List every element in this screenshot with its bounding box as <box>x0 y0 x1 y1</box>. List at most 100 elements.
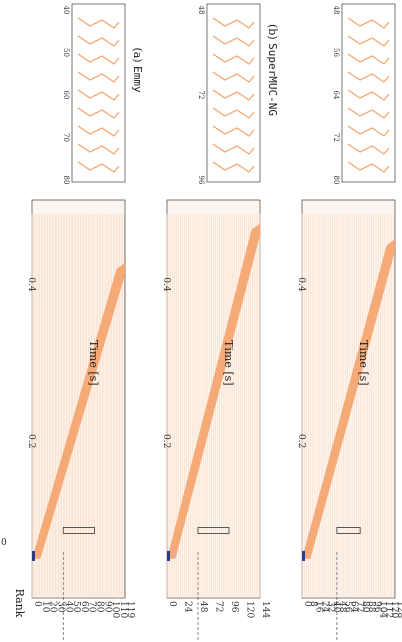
partial-left-label: 0 <box>1 538 7 548</box>
rank-tick-label: 144 <box>260 601 270 618</box>
rank-tick-label: 100 <box>110 601 120 618</box>
rank-tick-label: 56 <box>343 601 353 613</box>
zoom-tick-label: 48 <box>197 6 205 15</box>
zoom-inset <box>206 3 261 183</box>
rank-tick-label: 80 <box>95 601 105 613</box>
rank-tick-label: 110 <box>118 601 128 618</box>
rank-tick-label: 30 <box>55 601 65 613</box>
rank-tick-label: 72 <box>214 601 224 612</box>
time-tick-label: 0.4 <box>296 277 306 292</box>
panel-1: 0 24 48 72 96 120 144 0.2 0.4 Time [s] 48 72 96 (b) S… <box>161 3 279 640</box>
zoom-trace <box>212 17 255 29</box>
rank-tick-label: 119 <box>125 601 135 618</box>
zoom-tick-label: 64 <box>332 91 340 100</box>
zoom-tick-label: 72 <box>332 133 340 142</box>
time-tick-label: 0.2 <box>296 434 306 448</box>
time-tick-label: 0.4 <box>26 277 36 292</box>
caption-name: Emmy <box>131 66 144 93</box>
time-tick-label: 0.2 <box>26 434 36 448</box>
zoom-trace <box>212 125 255 137</box>
time-tick-label: 0.2 <box>161 434 171 448</box>
zoom-trace <box>212 89 255 101</box>
rank-tick-label: 104 <box>378 601 388 618</box>
rank-tick-label: 24 <box>319 601 329 613</box>
zoom-tick-label: 72 <box>197 91 205 100</box>
zoom-trace <box>212 35 255 47</box>
rank-tick-label: 0 <box>32 601 42 607</box>
time-axis-label: Time [s] <box>222 340 235 386</box>
rank-tick-label: 10 <box>40 601 50 613</box>
zoom-trace <box>77 161 120 173</box>
wave-band <box>167 223 260 559</box>
zoom-trace <box>77 17 120 29</box>
zoom-trace <box>347 125 390 137</box>
zoom-tick-label: 48 <box>332 6 340 15</box>
time-tick-label: 0.4 <box>161 277 171 292</box>
rank-tick-label: 120 <box>245 601 255 618</box>
zoom-tick-label: 50 <box>62 48 70 57</box>
rank-tick-label: 90 <box>102 601 112 613</box>
rank-tick-label: 88 <box>366 601 376 613</box>
rank-tick-label: 70 <box>87 601 97 613</box>
rank-tick-label: 120 <box>389 601 399 618</box>
zoom-trace <box>212 107 255 119</box>
rank-tick-label: 72 <box>354 601 364 612</box>
rank-tick-label: 64 <box>349 601 359 613</box>
zoom-trace <box>347 17 390 29</box>
zoom-box <box>197 527 230 534</box>
rank-tick-label: 48 <box>198 601 208 613</box>
zoom-tick-label: 80 <box>332 176 340 185</box>
rank-tick-label: 96 <box>372 601 382 613</box>
zoom-box <box>62 527 95 534</box>
zoom-trace <box>77 125 120 137</box>
wave-band <box>302 239 395 559</box>
rank-tick-label: 0 <box>302 601 312 607</box>
caption-prefix: (a) <box>131 47 144 66</box>
start-marker <box>167 550 170 561</box>
start-marker <box>302 550 305 561</box>
panel-2: 0816243240485664728088961041121201280.20… <box>296 3 402 640</box>
panel-caption: (b) SuperMUC-NG <box>266 24 279 116</box>
zoom-trace <box>347 89 390 101</box>
zoom-tick-label: 60 <box>62 91 70 100</box>
zoom-trace <box>77 53 120 65</box>
zoom-trace <box>77 71 120 83</box>
rank-tick-label: 16 <box>314 601 324 613</box>
rank-tick-label: 40 <box>63 601 73 613</box>
zoom-trace <box>212 143 255 155</box>
rank-tick-label: 112 <box>383 601 393 618</box>
zoom-trace <box>77 143 120 155</box>
rank-axis-label: Rank <box>13 589 26 618</box>
zoom-trace <box>77 107 120 119</box>
caption-name: SuperMUC-NG <box>266 43 279 116</box>
wave-band <box>32 262 125 559</box>
rank-tick-label: 48 <box>337 601 347 613</box>
start-marker <box>32 550 35 561</box>
caption-prefix: (b) <box>266 24 279 43</box>
rank-tick-label: 20 <box>48 601 58 613</box>
rank-tick-label: 24 <box>183 601 193 613</box>
rank-tick-label: 0 <box>167 601 177 607</box>
zoom-trace <box>212 71 255 83</box>
rank-tick-label: 50 <box>71 601 81 613</box>
zoom-inset <box>71 3 126 183</box>
zoom-trace <box>347 53 390 65</box>
zoom-box <box>336 527 361 534</box>
zoom-trace <box>77 35 120 47</box>
zoom-trace <box>77 89 120 101</box>
panel-caption: (a) Emmy <box>131 47 144 93</box>
time-axis-label: Time [s] <box>357 340 370 386</box>
zoom-trace <box>212 161 255 173</box>
zoom-tick-label: 56 <box>332 48 340 57</box>
zoom-trace <box>347 71 390 83</box>
zoom-trace <box>347 35 390 47</box>
zoom-inset <box>341 3 396 183</box>
rank-tick-label: 32 <box>325 601 335 612</box>
zoom-trace <box>347 143 390 155</box>
zoom-tick-label: 40 <box>62 6 70 15</box>
rank-tick-label: 96 <box>229 601 239 613</box>
zoom-trace <box>347 161 390 173</box>
rank-tick-label: 40 <box>331 601 341 613</box>
